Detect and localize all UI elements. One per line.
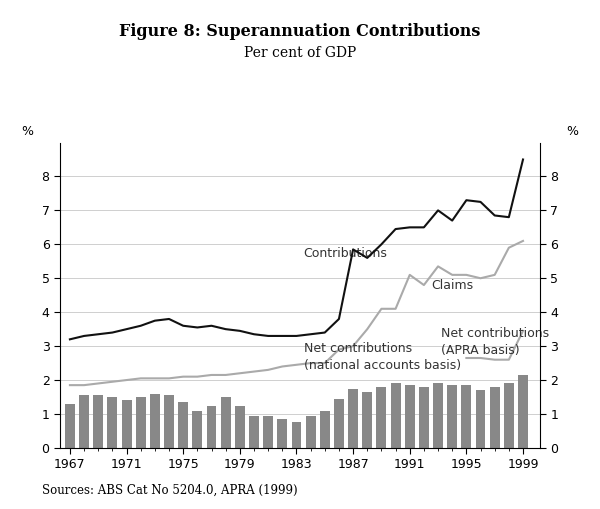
Bar bbox=[93, 395, 103, 448]
Text: %: % bbox=[22, 125, 34, 138]
Bar bbox=[277, 419, 287, 448]
Bar bbox=[447, 385, 457, 448]
Text: Net contributions
(APRA basis): Net contributions (APRA basis) bbox=[441, 327, 549, 357]
Bar bbox=[206, 406, 217, 448]
Bar bbox=[433, 383, 443, 448]
Text: Sources: ABS Cat No 5204.0, APRA (1999): Sources: ABS Cat No 5204.0, APRA (1999) bbox=[42, 483, 298, 496]
Bar bbox=[193, 411, 202, 448]
Bar bbox=[391, 383, 401, 448]
Bar bbox=[221, 397, 230, 448]
Bar bbox=[320, 411, 330, 448]
Bar bbox=[263, 416, 273, 448]
Bar bbox=[305, 416, 316, 448]
Text: Per cent of GDP: Per cent of GDP bbox=[244, 46, 356, 60]
Bar bbox=[164, 395, 174, 448]
Bar bbox=[79, 395, 89, 448]
Bar bbox=[235, 406, 245, 448]
Bar bbox=[65, 404, 75, 448]
Bar bbox=[122, 401, 131, 448]
Bar bbox=[419, 387, 429, 448]
Text: Figure 8: Superannuation Contributions: Figure 8: Superannuation Contributions bbox=[119, 23, 481, 40]
Bar bbox=[334, 399, 344, 448]
Bar bbox=[292, 422, 301, 448]
Bar bbox=[490, 387, 500, 448]
Bar bbox=[178, 402, 188, 448]
Bar bbox=[348, 388, 358, 448]
Bar bbox=[136, 397, 146, 448]
Bar bbox=[249, 416, 259, 448]
Bar bbox=[107, 397, 118, 448]
Bar bbox=[405, 385, 415, 448]
Text: %: % bbox=[566, 125, 578, 138]
Bar bbox=[504, 383, 514, 448]
Bar bbox=[376, 387, 386, 448]
Text: Net contributions
(national accounts basis): Net contributions (national accounts bas… bbox=[304, 342, 461, 372]
Text: Contributions: Contributions bbox=[304, 246, 388, 260]
Bar bbox=[518, 375, 528, 448]
Bar bbox=[476, 390, 485, 448]
Bar bbox=[461, 385, 472, 448]
Bar bbox=[150, 393, 160, 448]
Text: Claims: Claims bbox=[431, 279, 473, 292]
Bar bbox=[362, 392, 372, 448]
